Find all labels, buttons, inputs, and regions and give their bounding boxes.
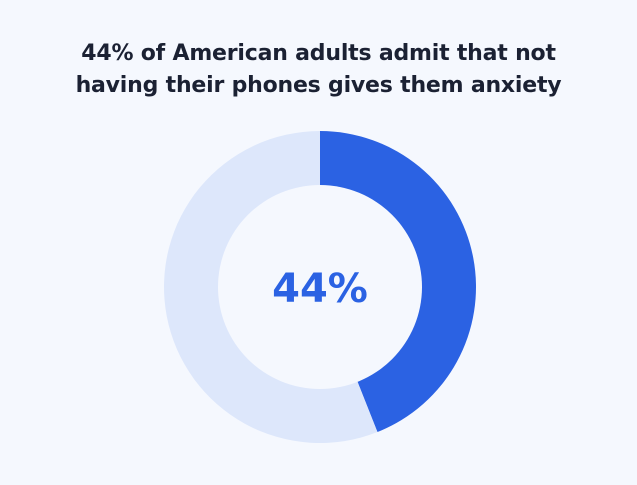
donut-center-label: 44% (272, 266, 368, 312)
chart-title: 44% of American adults admit that not ha… (0, 38, 637, 102)
chart-title-line-1: 44% of American adults admit that not (81, 41, 556, 66)
chart-title-line-2: having their phones gives them anxiety (75, 73, 562, 98)
donut-hole (218, 185, 422, 389)
